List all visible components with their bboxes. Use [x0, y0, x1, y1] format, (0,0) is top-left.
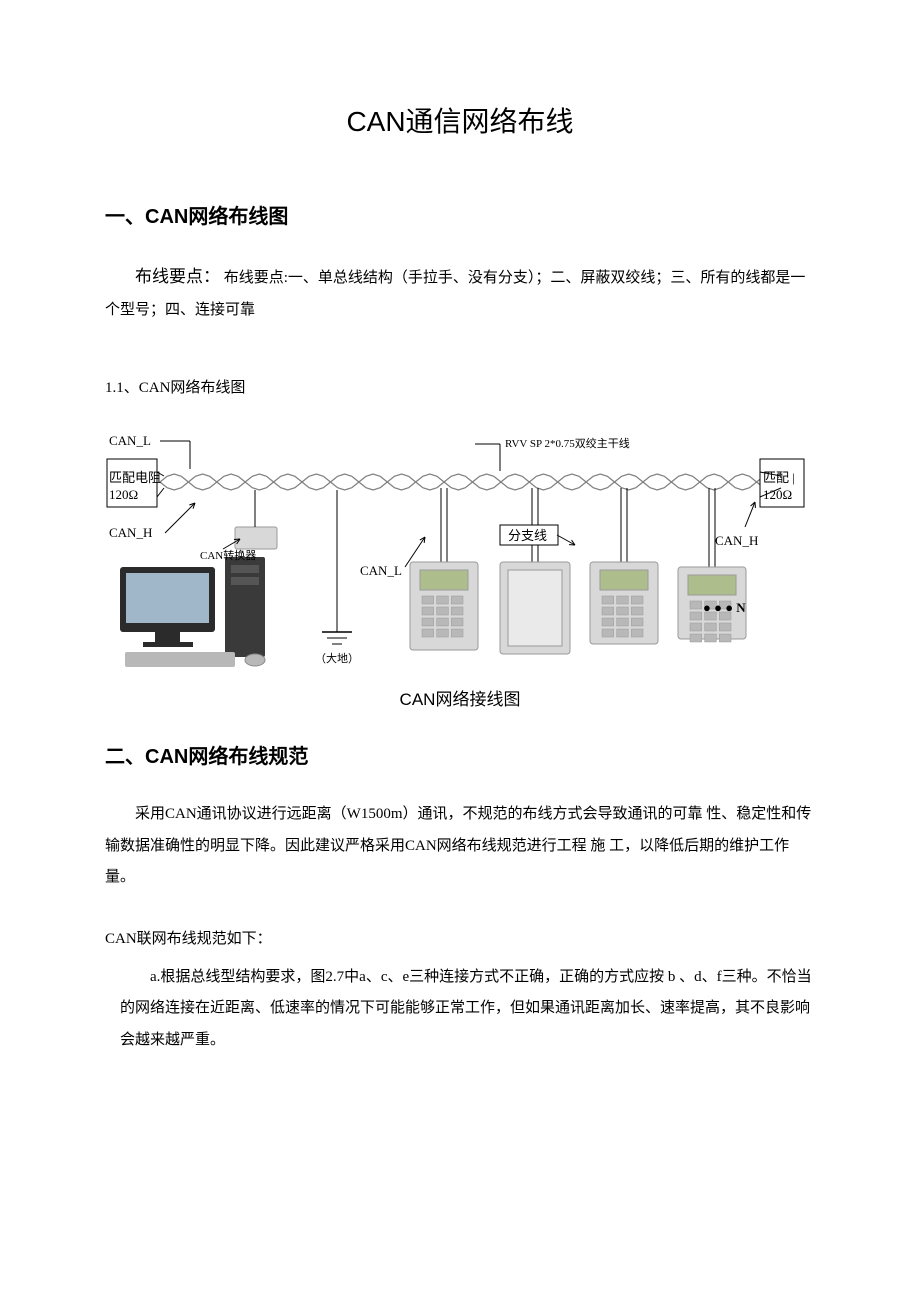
- svg-text:CAN_L: CAN_L: [360, 563, 402, 578]
- svg-text:（大地）: （大地）: [315, 651, 359, 665]
- keypoints-paragraph: 布线要点： 布线要点:一、单总线结构（手拉手、没有分支）；二、屏蔽双绞线；三、所…: [105, 259, 815, 326]
- svg-text:CAN_H: CAN_H: [109, 525, 152, 540]
- svg-text:CAN_H: CAN_H: [715, 533, 758, 548]
- svg-text:120Ω: 120Ω: [109, 487, 138, 502]
- section-2-heading: 二、CAN网络布线规范: [105, 740, 815, 769]
- subheading-1-1: 1.1、CAN网络布线图: [105, 376, 815, 397]
- svg-text:RVV SP 2*0.75双绞主干线: RVV SP 2*0.75双绞主干线: [505, 436, 630, 450]
- svg-text:匹配电阻: 匹配电阻: [109, 470, 161, 485]
- diagram-caption: CAN网络接线图: [105, 685, 815, 710]
- svg-text:CAN_L: CAN_L: [109, 433, 151, 448]
- section-1-heading: 一、CAN网络布线图: [105, 200, 815, 229]
- svg-text:120Ω: 120Ω: [763, 487, 792, 502]
- document-title: CAN通信网络布线: [105, 100, 815, 140]
- spec-item-a: a.根据总线型结构要求，图2.7中a、c、e三种连接方式不正确，正确的方式应按 …: [105, 962, 815, 1057]
- svg-text:CAN转换器: CAN转换器: [200, 548, 256, 562]
- can-network-diagram: CAN_L 匹配电阻 120Ω CAN_H 匹配 | 120Ω CAN_H RVV SP 2*…: [105, 427, 805, 677]
- svg-text:匹配 |: 匹配 |: [763, 470, 795, 485]
- section-2-paragraph: 采用CAN通讯协议进行远距离（W1500m）通讯，不规范的布线方式会导致通讯的可…: [105, 799, 815, 894]
- svg-text:分支线: 分支线: [508, 528, 547, 543]
- svg-text:● ● ● N: ● ● ● N: [703, 600, 746, 615]
- spec-intro: CAN联网布线规范如下：: [105, 924, 815, 954]
- keypoint-label: 布线要点：: [135, 267, 220, 286]
